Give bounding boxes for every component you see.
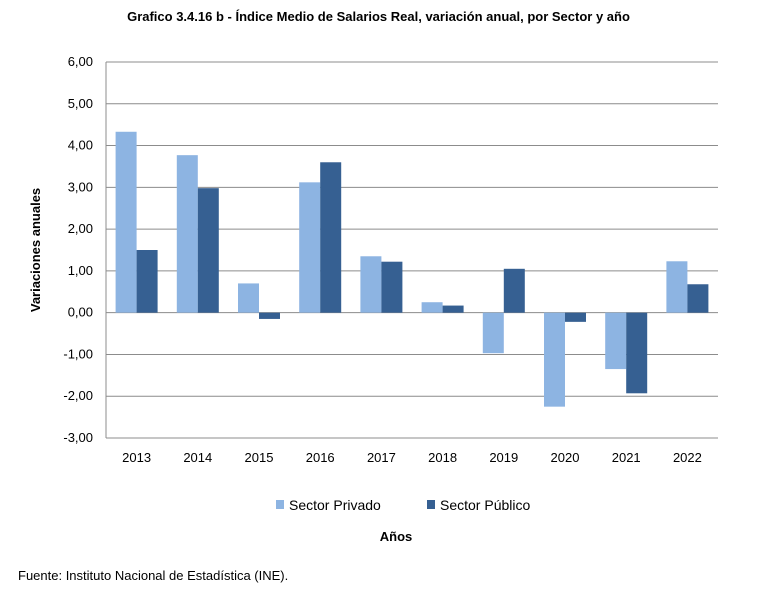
x-axis-label: Años [380,529,413,544]
bar-sector-publico [687,284,709,313]
x-tick-label: 2015 [245,450,274,465]
bar-sector-publico [197,188,219,313]
y-axis-label: Variaciones anuales [28,188,43,312]
y-tick-label: 3,00 [68,179,93,194]
x-tick-label: 2022 [673,450,702,465]
x-tick-label: 2014 [183,450,212,465]
bar-sector-privado [360,256,382,313]
bar-sector-privado [605,312,627,370]
y-tick-label: -3,00 [63,430,93,445]
bar-sector-publico [626,312,648,394]
x-tick-label: 2019 [489,450,518,465]
legend-swatch [276,500,284,509]
bar-chart: 6,00 5,00 4,00 3,00 2,00 1,00 0,00 -1,00 -2,00 -3… [28,54,718,544]
x-tick-label: 2018 [428,450,457,465]
bar-sector-publico [442,305,464,313]
bar-sector-privado [666,261,688,313]
x-tick-label: 2017 [367,450,396,465]
legend-label: Sector Privado [289,497,381,513]
bar-sector-publico [503,268,525,313]
y-tick-label: 4,00 [68,138,93,153]
bar-sector-publico [259,312,280,319]
y-tick-label: 1,00 [68,263,93,278]
x-tick-label: 2021 [612,450,641,465]
x-tick-label: 2013 [122,450,151,465]
bar-sector-privado [299,182,321,313]
y-tick-label: 0,00 [68,305,93,320]
legend-label: Sector Público [440,497,530,513]
bar-sector-privado [421,302,443,313]
chart-title: Grafico 3.4.16 b - Índice Medio de Salar… [127,9,630,24]
x-tick-label: 2020 [551,450,580,465]
x-tick-label: 2016 [306,450,335,465]
bar-sector-privado [115,131,137,313]
bar-sector-publico [320,162,342,313]
y-tick-label: 5,00 [68,96,93,111]
y-tick-label: -2,00 [63,388,93,403]
bar-sector-publico [381,261,403,313]
y-tick-label: 2,00 [68,221,93,236]
y-tick-label: 6,00 [68,54,93,69]
bar-sector-publico [136,250,158,313]
legend-swatch [427,500,435,509]
y-tick-label: -1,00 [63,346,93,361]
bar-sector-publico [565,312,586,322]
bar-sector-privado [544,312,565,407]
bar-sector-privado [482,312,504,354]
source-note: Fuente: Instituto Nacional de Estadístic… [18,568,289,583]
bar-sector-privado [176,155,198,313]
bar-sector-privado [238,283,259,313]
